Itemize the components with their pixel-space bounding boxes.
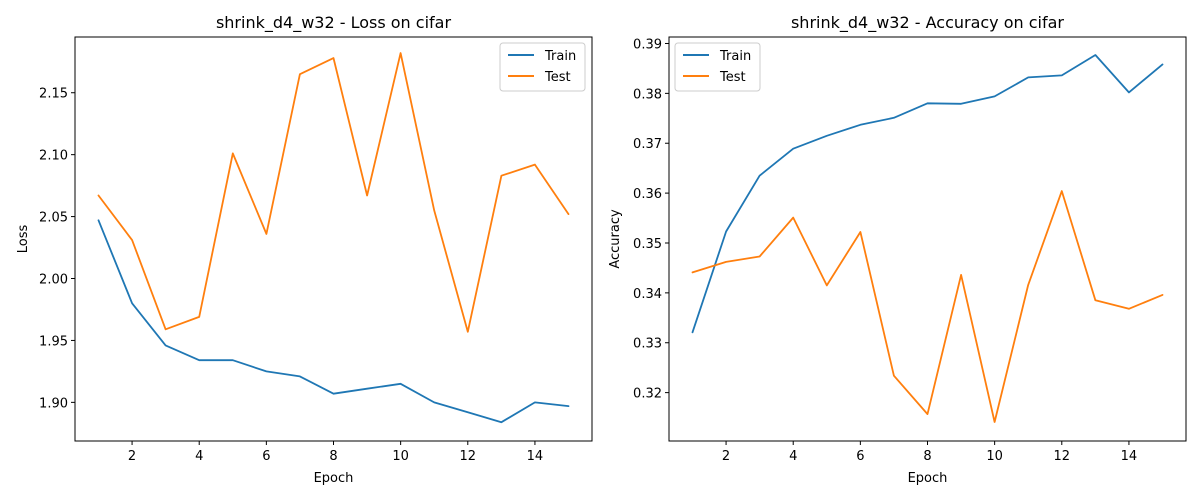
y-tick-label: 0.39: [633, 37, 662, 52]
x-tick-label: 10: [986, 449, 1003, 464]
series-line-train: [97, 219, 570, 424]
x-tick-label: 6: [856, 449, 864, 464]
y-tick-label: 0.38: [633, 87, 662, 102]
x-tick-label: 12: [460, 449, 477, 464]
series-group: [691, 54, 1164, 423]
y-tick-label: 2.05: [39, 211, 68, 226]
x-tick-label: 4: [789, 449, 797, 464]
legend-label-test: Test: [719, 70, 746, 85]
y-tick-label: 0.33: [633, 337, 662, 352]
x-axis-label: Epoch: [314, 471, 354, 486]
series-line-train: [691, 54, 1164, 334]
series-group: [97, 52, 570, 424]
x-tick-label: 8: [923, 449, 931, 464]
y-tick-label: 0.32: [633, 387, 662, 402]
chart-title: shrink_d4_w32 - Loss on cifar: [216, 13, 452, 33]
legend-label-train: Train: [544, 49, 576, 64]
loss-chart-panel: shrink_d4_w32 - Loss on cifar Epoch Loss…: [16, 13, 593, 486]
accuracy-chart-panel: shrink_d4_w32 - Accuracy on cifar Epoch …: [608, 13, 1187, 486]
x-tick-label: 14: [527, 449, 544, 464]
y-tick-label: 0.34: [633, 287, 662, 302]
axis-ticks: 2 4 6 8 10 12 14 0.32 0.33 0.34 0.35 0.36 0.37 0.38 0.…: [633, 37, 1137, 464]
axis-ticks: 2 4 6 8 10 12 14 1.90 1.95 2.00 2.05 2.10 2.15: [39, 87, 543, 464]
y-tick-label: 2.00: [39, 273, 68, 288]
y-axis-label: Loss: [16, 225, 31, 254]
plot-frame: [74, 36, 593, 442]
series-line-test: [691, 190, 1164, 423]
legend: Train Test: [499, 42, 586, 92]
y-tick-label: 2.15: [39, 87, 68, 102]
x-tick-label: 4: [195, 449, 203, 464]
x-tick-label: 12: [1054, 449, 1071, 464]
x-tick-label: 2: [128, 449, 136, 464]
x-tick-label: 6: [262, 449, 270, 464]
y-tick-label: 1.90: [39, 396, 68, 411]
legend-label-test: Test: [544, 70, 571, 85]
x-tick-label: 2: [722, 449, 730, 464]
y-tick-label: 0.36: [633, 187, 662, 202]
y-tick-label: 0.35: [633, 237, 662, 252]
legend-label-train: Train: [719, 49, 751, 64]
plot-frame: [668, 36, 1187, 442]
chart-title: shrink_d4_w32 - Accuracy on cifar: [791, 13, 1064, 33]
x-tick-label: 10: [392, 449, 409, 464]
x-tick-label: 8: [329, 449, 337, 464]
x-axis-label: Epoch: [908, 471, 948, 486]
series-line-test: [97, 52, 570, 333]
y-tick-label: 2.10: [39, 149, 68, 164]
y-tick-label: 1.95: [39, 334, 68, 349]
legend: Train Test: [674, 42, 761, 92]
y-tick-label: 0.37: [633, 137, 662, 152]
y-axis-label: Accuracy: [608, 209, 623, 269]
x-tick-label: 14: [1121, 449, 1138, 464]
